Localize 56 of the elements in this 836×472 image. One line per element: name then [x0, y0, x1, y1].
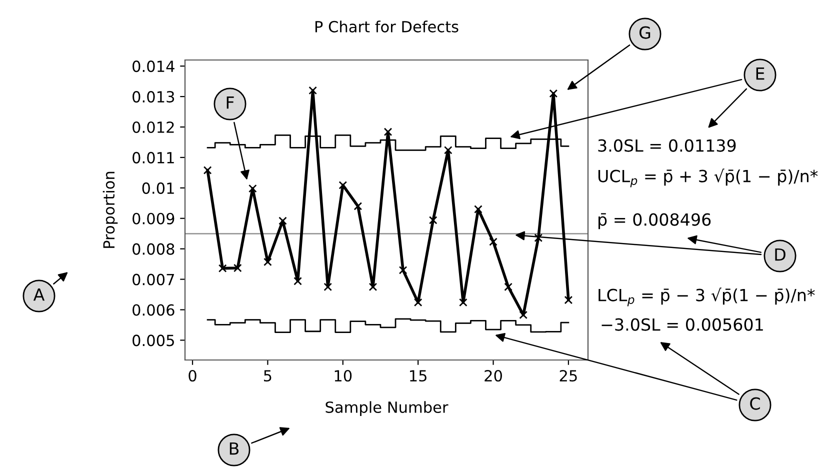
point	[489, 238, 498, 246]
chart-title: P Chart for Defects	[315, 20, 458, 32]
text: C	[750, 397, 760, 410]
point	[248, 184, 257, 193]
point	[338, 181, 348, 190]
annotation: F	[226, 96, 234, 109]
y-tick-label: 0.005	[132, 334, 174, 346]
point	[459, 298, 468, 307]
text: 3.0SL = 0.01139	[598, 139, 736, 152]
point	[384, 128, 392, 136]
text: E	[756, 67, 764, 80]
y-tick-label: 0.008	[132, 243, 174, 255]
y-axis-title: Proportion	[102, 172, 118, 248]
x-tick-label: 20	[484, 370, 502, 382]
point	[564, 296, 573, 304]
x-tick-label: 15	[410, 370, 426, 382]
point	[444, 146, 452, 154]
x-axis-title: Sample Number	[326, 401, 448, 416]
y-tick-label: 0.013	[132, 91, 174, 103]
point	[504, 282, 512, 292]
y-tick-label: 0.006	[132, 304, 174, 316]
y-tick-label: 0.007	[132, 274, 174, 286]
text: UCL$_{p}$ = p̄ + 3 √p̄(1 − p̄)/n*	[598, 168, 818, 188]
text: p̄ = 0.008496	[598, 213, 711, 230]
point	[519, 310, 528, 320]
point	[414, 298, 422, 307]
point	[324, 282, 332, 292]
text: LCL$_{p}$ = p̄ − 3 √p̄(1 − p̄)/n*	[598, 288, 815, 306]
y-tick-label: 0.01	[142, 182, 174, 194]
y-tick-label: 0.012	[132, 121, 174, 134]
text: −3.0SL = 0.005601	[602, 318, 763, 331]
point	[549, 89, 558, 98]
point	[218, 264, 227, 272]
y-tick-label: 0.011	[132, 152, 174, 164]
point	[354, 202, 362, 210]
point	[368, 282, 378, 292]
point	[534, 234, 543, 242]
point	[308, 86, 317, 95]
point	[278, 216, 287, 225]
text: D	[775, 248, 786, 261]
point	[474, 205, 482, 214]
point	[294, 276, 302, 286]
x-tick-label: 5	[264, 370, 272, 382]
point	[233, 264, 242, 272]
y-tick-label: 0.014	[132, 60, 174, 72]
y-tick-label: 0.009	[132, 212, 174, 224]
x-tick-label: 0	[188, 370, 196, 382]
x-tick-label: 25	[560, 370, 577, 382]
point	[203, 166, 212, 174]
x-tick-label: 10	[334, 370, 352, 382]
point	[264, 258, 272, 266]
text: G	[639, 26, 650, 39]
point	[428, 216, 438, 224]
point	[398, 266, 408, 274]
text: B	[230, 442, 239, 455]
text: A	[33, 288, 45, 301]
